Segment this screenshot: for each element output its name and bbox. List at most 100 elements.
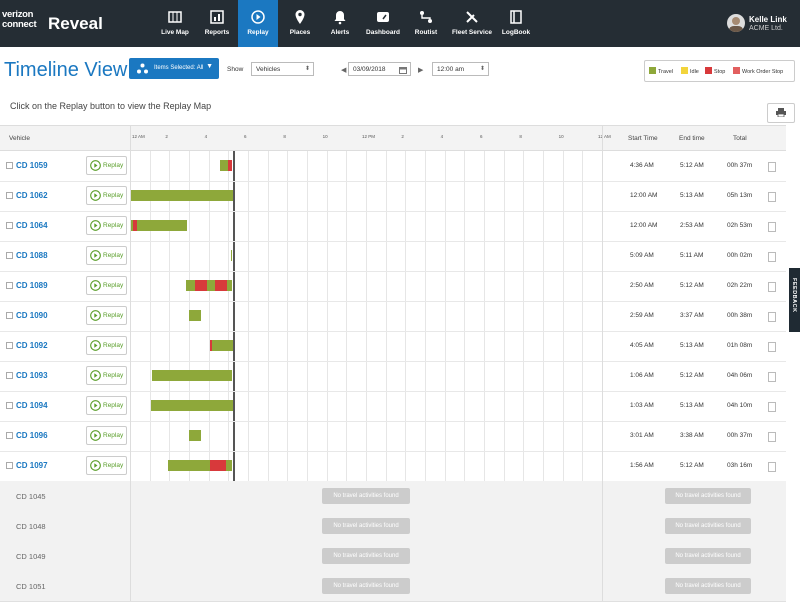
vehicle-link[interactable]: CD 1064 xyxy=(16,221,48,230)
replay-button[interactable]: Replay xyxy=(86,336,127,355)
segment-travel[interactable] xyxy=(185,280,195,291)
end-time-header[interactable]: End time xyxy=(679,135,705,142)
segment-travel[interactable] xyxy=(130,190,233,201)
document-icon[interactable] xyxy=(768,192,776,202)
feedback-tab[interactable]: FEEDBACK xyxy=(789,268,800,332)
row-checkbox[interactable] xyxy=(6,282,13,289)
document-icon[interactable] xyxy=(768,462,776,472)
row-checkbox[interactable] xyxy=(6,162,13,169)
replay-button[interactable]: Replay xyxy=(86,216,127,235)
replay-button[interactable]: Replay xyxy=(86,366,127,385)
time-select[interactable]: 12:00 am ⬍ xyxy=(432,62,489,76)
date-input[interactable]: 03/09/2018 xyxy=(348,62,411,76)
segment-travel[interactable] xyxy=(206,280,215,291)
row-timeline[interactable] xyxy=(130,331,602,361)
segment-stop[interactable] xyxy=(194,280,207,291)
prev-day-icon[interactable]: ◀ xyxy=(341,67,347,74)
segment-travel[interactable] xyxy=(231,250,233,261)
segment-stop[interactable] xyxy=(228,160,233,171)
segment-travel[interactable] xyxy=(150,400,233,411)
row-timeline[interactable] xyxy=(130,211,602,241)
nav-reports[interactable]: Reports xyxy=(197,0,237,47)
calendar-icon[interactable] xyxy=(399,66,407,74)
vehicle-link[interactable]: CD 1094 xyxy=(16,401,48,410)
segment-stop[interactable] xyxy=(209,340,212,351)
row-timeline[interactable] xyxy=(130,361,602,391)
print-button[interactable] xyxy=(767,103,795,123)
row-timeline[interactable] xyxy=(130,181,602,211)
replay-button[interactable]: Replay xyxy=(86,156,127,175)
vehicle-link[interactable]: CD 1088 xyxy=(16,251,48,260)
row-timeline[interactable] xyxy=(130,391,602,421)
replay-button[interactable]: Replay xyxy=(86,186,127,205)
vehicle-link[interactable]: CD 1090 xyxy=(16,311,48,320)
nav-alerts[interactable]: Alerts xyxy=(320,0,360,47)
vehicle-link[interactable]: CD 1092 xyxy=(16,341,48,350)
start-time-header[interactable]: Start Time xyxy=(628,135,658,142)
segment-travel[interactable] xyxy=(167,460,210,471)
replay-button[interactable]: Replay xyxy=(86,456,127,475)
document-icon[interactable] xyxy=(768,282,776,292)
row-timeline[interactable] xyxy=(130,271,602,301)
vehicle-link[interactable]: CD 1096 xyxy=(16,431,48,440)
segment-stop[interactable] xyxy=(209,460,227,471)
row-checkbox[interactable] xyxy=(6,252,13,259)
replay-button[interactable]: Replay xyxy=(86,246,127,265)
brand-logo[interactable]: verizon connect xyxy=(2,10,42,30)
nav-live-map[interactable]: Live Map xyxy=(155,0,195,47)
row-checkbox[interactable] xyxy=(6,342,13,349)
document-icon[interactable] xyxy=(768,402,776,412)
document-icon[interactable] xyxy=(768,432,776,442)
row-checkbox[interactable] xyxy=(6,372,13,379)
segment-travel[interactable] xyxy=(211,340,233,351)
replay-button[interactable]: Replay xyxy=(86,396,127,415)
row-timeline[interactable] xyxy=(130,451,602,481)
scope-selector-button[interactable]: Items Selected: All ▼ xyxy=(129,58,219,79)
vehicle-link[interactable]: CD 1062 xyxy=(16,191,48,200)
row-checkbox[interactable] xyxy=(6,192,13,199)
row-timeline[interactable] xyxy=(130,301,602,331)
segment-stop[interactable] xyxy=(132,220,137,231)
row-checkbox[interactable] xyxy=(6,402,13,409)
document-icon[interactable] xyxy=(768,162,776,172)
show-select[interactable]: Vehicles ⬍ xyxy=(251,62,314,76)
nav-logbook[interactable]: LogBook xyxy=(496,0,536,47)
segment-travel[interactable] xyxy=(227,280,233,291)
segment-travel[interactable] xyxy=(220,160,229,171)
segment-travel[interactable] xyxy=(130,220,133,231)
replay-button[interactable]: Replay xyxy=(86,306,127,325)
row-checkbox[interactable] xyxy=(6,462,13,469)
segment-travel[interactable] xyxy=(226,460,233,471)
document-icon[interactable] xyxy=(768,222,776,232)
nav-places[interactable]: Places xyxy=(280,0,320,47)
vehicle-header[interactable]: Vehicle xyxy=(9,135,30,142)
row-checkbox[interactable] xyxy=(6,312,13,319)
nav-fleet-service[interactable]: Fleet Service xyxy=(449,0,495,47)
vehicle-link[interactable]: CD 1089 xyxy=(16,281,48,290)
segment-travel[interactable] xyxy=(189,430,202,441)
user-menu[interactable]: Kelle Link ACME Ltd. xyxy=(727,13,800,37)
document-icon[interactable] xyxy=(768,252,776,262)
nav-routist[interactable]: Routist xyxy=(406,0,446,47)
row-timeline[interactable] xyxy=(130,421,602,451)
row-timeline[interactable] xyxy=(130,151,602,181)
vehicle-link[interactable]: CD 1059 xyxy=(16,161,48,170)
total-header[interactable]: Total xyxy=(733,135,747,142)
segment-travel[interactable] xyxy=(136,220,187,231)
segment-travel[interactable] xyxy=(188,310,202,321)
row-checkbox[interactable] xyxy=(6,432,13,439)
document-icon[interactable] xyxy=(768,312,776,322)
vehicle-link[interactable]: CD 1097 xyxy=(16,461,48,470)
segment-stop[interactable] xyxy=(214,280,228,291)
row-timeline[interactable] xyxy=(130,241,602,271)
document-icon[interactable] xyxy=(768,372,776,382)
next-day-icon[interactable]: ▶ xyxy=(418,67,424,74)
document-icon[interactable] xyxy=(768,342,776,352)
segment-travel[interactable] xyxy=(151,370,233,381)
row-checkbox[interactable] xyxy=(6,222,13,229)
nav-replay[interactable]: Replay xyxy=(238,0,278,47)
replay-button[interactable]: Replay xyxy=(86,426,127,445)
vehicle-link[interactable]: CD 1093 xyxy=(16,371,48,380)
nav-dashboard[interactable]: Dashboard xyxy=(363,0,403,47)
replay-button[interactable]: Replay xyxy=(86,276,127,295)
